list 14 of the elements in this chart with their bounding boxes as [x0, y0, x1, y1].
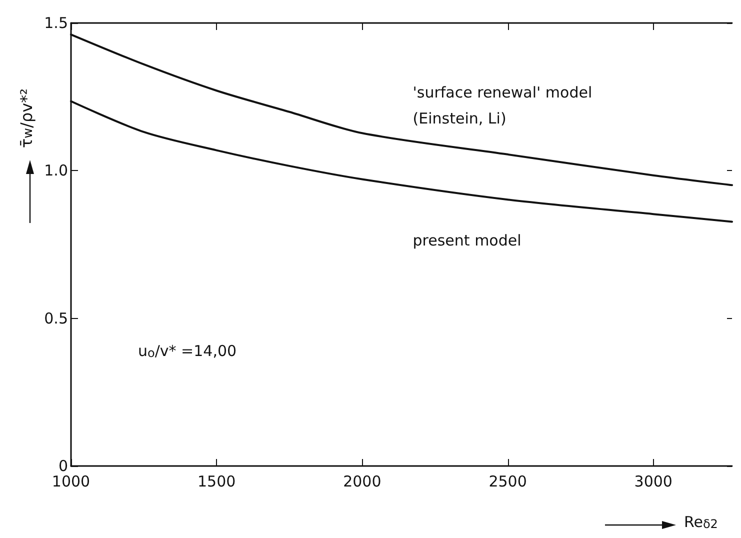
- x-tick-label: 3000: [634, 472, 672, 490]
- annotation: uo/v* =14,00: [138, 342, 237, 360]
- y-axis-title: τ̄w/ρv*²: [17, 88, 36, 148]
- x-tick-label: 1500: [198, 472, 236, 490]
- y-tick-label: 1.0: [44, 162, 68, 180]
- x-axis-title: Reδ2: [684, 512, 718, 531]
- y-tick-label: 0: [58, 457, 68, 475]
- text: present model: [412, 232, 522, 250]
- x-tick-label: 2500: [488, 472, 527, 490]
- x-tick-label: 2000: [343, 472, 382, 490]
- series-label: 'surface renewal' model (Einstein, Li): [412, 83, 592, 128]
- y-tick-label: 0.5: [44, 309, 68, 328]
- y-tick-label: 1.5: [44, 14, 68, 32]
- x-tick-label: 1000: [52, 472, 90, 490]
